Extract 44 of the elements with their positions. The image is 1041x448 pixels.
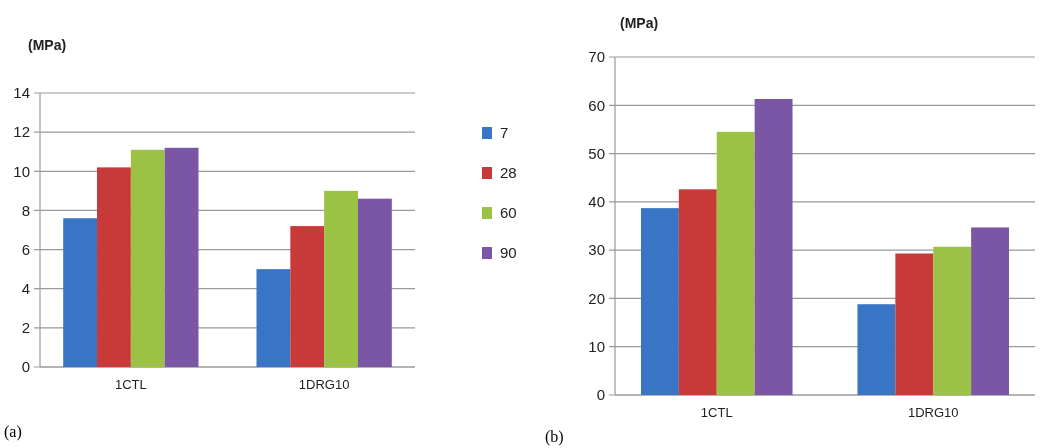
- bar: [857, 304, 896, 395]
- bar: [895, 253, 934, 395]
- y-axis-title: (MPa): [620, 15, 659, 31]
- text: (a): [4, 423, 22, 441]
- y-tick-label: 8: [21, 201, 30, 219]
- y-tick-label: 30: [588, 241, 605, 259]
- bar: [324, 190, 358, 367]
- y-tick-label: 12: [13, 123, 30, 141]
- y-tick-label: 0: [21, 358, 30, 376]
- x-tick-label: 1DRG10: [298, 377, 350, 392]
- bar: [256, 269, 291, 367]
- bar: [97, 167, 131, 367]
- y-tick-label: 14: [13, 84, 30, 102]
- y-tick-label: 2: [21, 319, 30, 337]
- bar: [971, 227, 1010, 395]
- y-tick-label: 10: [588, 337, 605, 355]
- x-tick-label: 1CTL: [700, 405, 733, 420]
- bar: [933, 246, 972, 395]
- x-tick-label: 1DRG10: [907, 405, 959, 420]
- y-tick-label: 20: [588, 289, 605, 307]
- bar: [754, 99, 793, 395]
- y-tick-label: 40: [588, 193, 605, 211]
- legend-label: 60: [500, 204, 517, 222]
- bar: [640, 208, 679, 395]
- y-axis-title: (MPa): [28, 37, 67, 53]
- bar: [290, 226, 325, 367]
- legend-label: 7: [500, 124, 509, 142]
- bar: [716, 131, 755, 395]
- x-tick-label: 1CTL: [114, 377, 147, 392]
- y-tick-label: 10: [13, 162, 30, 180]
- bar: [357, 198, 392, 367]
- text: (b): [545, 428, 564, 446]
- legend-label: 90: [500, 244, 517, 262]
- y-tick-label: 6: [21, 240, 30, 258]
- y-tick-label: 60: [588, 96, 605, 114]
- bar: [63, 218, 98, 367]
- y-tick-label: 0: [596, 386, 605, 404]
- bar: [678, 189, 717, 395]
- y-tick-label: 70: [588, 48, 605, 66]
- legend-label: 28: [500, 164, 517, 182]
- bar: [130, 149, 165, 367]
- y-tick-label: 50: [588, 144, 605, 162]
- bar: [164, 147, 199, 367]
- y-tick-label: 4: [21, 279, 30, 297]
